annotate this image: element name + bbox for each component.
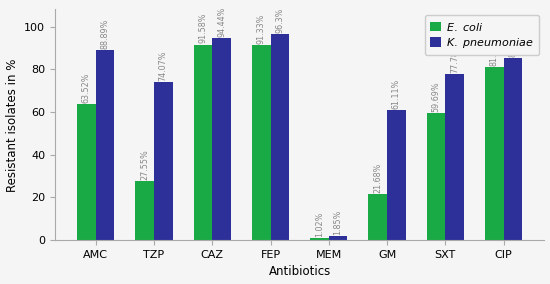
Bar <box>387 110 406 240</box>
Bar <box>504 58 522 240</box>
Bar <box>77 105 96 240</box>
Legend: $\it{E.\ coli}$, $\it{K.\ pneumoniae}$: $\it{E.\ coli}$, $\it{K.\ pneumoniae}$ <box>425 15 539 55</box>
Text: 77.78%: 77.78% <box>450 42 459 73</box>
Bar <box>271 34 289 240</box>
Text: 96.3%: 96.3% <box>276 8 284 34</box>
Text: 1.85%: 1.85% <box>334 210 343 235</box>
Bar <box>96 50 114 240</box>
Text: 1.02%: 1.02% <box>315 212 324 237</box>
Text: 63.52%: 63.52% <box>82 73 91 103</box>
Bar <box>135 181 154 240</box>
Bar <box>252 45 271 240</box>
Y-axis label: Resistant isolates in %: Resistant isolates in % <box>6 58 19 191</box>
Text: 74.07%: 74.07% <box>159 50 168 81</box>
Text: 21.68%: 21.68% <box>373 162 382 193</box>
Text: 88.89%: 88.89% <box>101 19 109 49</box>
Text: 81.12%: 81.12% <box>490 36 499 66</box>
Text: 85.19%: 85.19% <box>508 27 518 57</box>
Text: 91.58%: 91.58% <box>199 13 207 43</box>
Bar <box>485 67 504 240</box>
X-axis label: Antibiotics: Antibiotics <box>268 266 331 278</box>
Text: 27.55%: 27.55% <box>140 149 149 180</box>
Bar <box>329 236 348 240</box>
Text: 91.33%: 91.33% <box>257 14 266 44</box>
Text: 94.44%: 94.44% <box>217 7 226 37</box>
Bar <box>194 45 212 240</box>
Text: 61.11%: 61.11% <box>392 78 401 108</box>
Bar <box>427 113 446 240</box>
Bar <box>154 82 173 240</box>
Text: 59.69%: 59.69% <box>431 81 441 112</box>
Bar <box>310 238 329 240</box>
Bar <box>212 38 231 240</box>
Bar <box>368 194 387 240</box>
Bar <box>446 74 464 240</box>
